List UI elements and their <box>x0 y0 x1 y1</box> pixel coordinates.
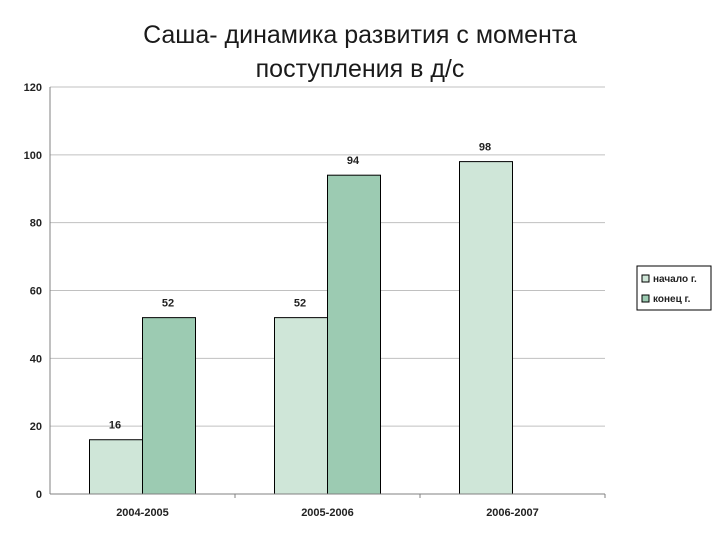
y-tick-label: 100 <box>24 150 42 162</box>
data-label: 52 <box>294 298 306 310</box>
bar <box>327 174 381 495</box>
legend-swatch <box>641 274 650 283</box>
chart-title-line-1: Саша- динамика развития с момента <box>143 21 577 49</box>
chart-title-line-2: поступления в д/с <box>255 55 465 83</box>
data-label: 98 <box>479 142 491 154</box>
data-label: 52 <box>162 298 174 310</box>
legend-label: начало г. <box>653 274 697 285</box>
bar <box>274 317 328 495</box>
bar <box>459 161 513 495</box>
y-tick-label: 60 <box>30 286 42 298</box>
y-tick-label: 40 <box>30 353 42 365</box>
bar <box>142 317 196 495</box>
y-tick-label: 20 <box>30 421 42 433</box>
x-tick-label: 2004-2005 <box>116 507 169 519</box>
legend-swatch <box>641 294 650 303</box>
x-tick-label: 2006-2007 <box>486 507 539 519</box>
legend-label: конец г. <box>653 294 691 305</box>
bars <box>89 161 513 495</box>
legend: начало г. конец г. <box>636 265 712 311</box>
chart-title: Саша- динамика развития с момента поступ… <box>60 18 660 86</box>
axes: 0 20 40 60 80 100 120 2004-2005 2005-2006 2006-20… <box>24 82 606 519</box>
bar <box>89 439 143 495</box>
data-label: 16 <box>109 420 121 432</box>
legend-box <box>636 265 712 311</box>
x-tick-label: 2005-2006 <box>301 507 354 519</box>
y-tick-label: 120 <box>24 82 42 94</box>
y-tick-label: 80 <box>30 218 42 230</box>
data-labels: 16 52 52 94 98 <box>109 142 491 432</box>
y-tick-label: 0 <box>36 489 42 501</box>
data-label: 94 <box>347 155 360 167</box>
